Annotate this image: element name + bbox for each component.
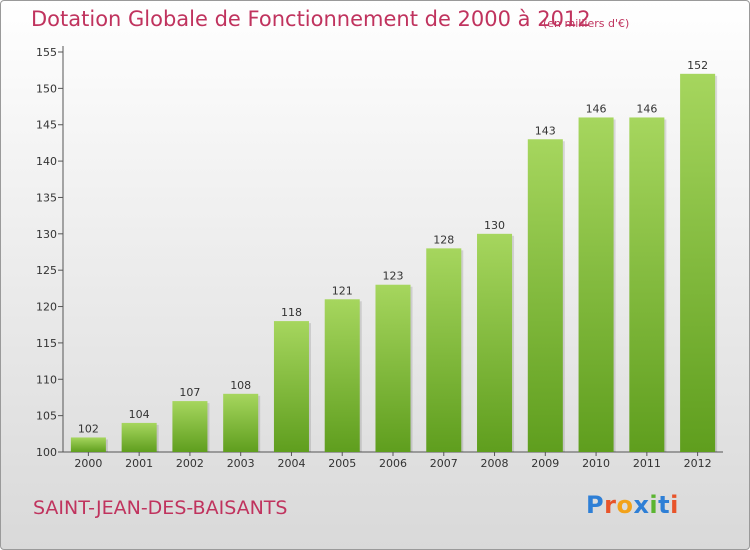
x-tick-label-2010: 2010 [582, 457, 610, 470]
y-tick-label: 145 [36, 119, 57, 132]
bar-2002 [172, 401, 208, 452]
chart-title: Dotation Globale de Fonctionnement de 20… [31, 7, 591, 31]
bar-2011 [629, 117, 665, 453]
x-tick-label-2003: 2003 [227, 457, 255, 470]
bar-2003 [223, 393, 259, 452]
bar-2006 [375, 284, 411, 452]
x-tick-label-2001: 2001 [125, 457, 153, 470]
data-label-2004: 118 [281, 306, 302, 319]
x-tick-label-2004: 2004 [277, 457, 305, 470]
bar-2004 [273, 321, 309, 452]
logo-letter: x [633, 491, 650, 519]
x-tick-label-2011: 2011 [633, 457, 661, 470]
data-label-2010: 146 [586, 102, 607, 115]
y-tick-label: 150 [36, 82, 57, 95]
y-tick-label: 110 [36, 373, 57, 386]
x-tick-label-2006: 2006 [379, 457, 407, 470]
x-tick-label-2000: 2000 [74, 457, 102, 470]
bar-2007 [426, 248, 462, 452]
bar-2009 [527, 139, 563, 453]
data-label-2007: 128 [433, 233, 454, 246]
data-label-2008: 130 [484, 219, 505, 232]
bar-2012 [680, 73, 716, 453]
y-tick-label: 135 [36, 191, 57, 204]
logo-letter: r [604, 491, 617, 519]
data-label-2006: 123 [383, 270, 404, 283]
x-tick-label-2005: 2005 [328, 457, 356, 470]
chart-subtitle: (en milliers d'€) [543, 17, 630, 30]
bar-2005 [324, 299, 360, 452]
data-label-2001: 104 [129, 408, 150, 421]
bar-2008 [477, 233, 513, 452]
x-tick-label-2012: 2012 [684, 457, 712, 470]
data-label-2012: 152 [687, 59, 708, 72]
y-tick-label: 155 [36, 46, 57, 59]
y-tick-label: 120 [36, 301, 57, 314]
bar-2001 [121, 422, 157, 452]
logo-letter: t [658, 491, 671, 519]
data-label-2000: 102 [78, 422, 99, 435]
data-label-2003: 108 [230, 379, 251, 392]
y-tick-label: 140 [36, 155, 57, 168]
y-tick-label: 105 [36, 410, 57, 423]
y-axis: 100 105 110 115 120 125 130 135 140 145 150 155 [36, 46, 64, 459]
proxiti-logo: Proxiti [586, 491, 679, 519]
bars: 102 104 107 108 118 121 123 128 130 143 146 146 152 [70, 59, 718, 453]
logo-letter: o [616, 491, 634, 519]
x-tick-label-2007: 2007 [430, 457, 458, 470]
logo-letter: i [670, 491, 679, 519]
x-axis: 2000 2001 2002 2003 2004 2005 2006 2007 2008 2009… [63, 451, 723, 470]
y-tick-label: 100 [36, 446, 57, 459]
y-tick-label: 130 [36, 228, 57, 241]
bar-2010 [578, 117, 614, 453]
logo-letter: i [649, 491, 659, 519]
data-label-2005: 121 [332, 284, 353, 297]
x-tick-label-2008: 2008 [481, 457, 509, 470]
y-tick-label: 125 [36, 264, 57, 277]
data-label-2009: 143 [535, 124, 556, 137]
y-tick-label: 115 [36, 337, 57, 350]
bar-2000 [70, 437, 106, 452]
logo-letter: P [586, 491, 605, 519]
data-label-2011: 146 [636, 102, 657, 115]
data-label-2002: 107 [179, 386, 200, 399]
x-tick-label-2002: 2002 [176, 457, 204, 470]
commune-name: SAINT-JEAN-DES-BAISANTS [33, 497, 288, 519]
x-tick-label-2009: 2009 [531, 457, 559, 470]
